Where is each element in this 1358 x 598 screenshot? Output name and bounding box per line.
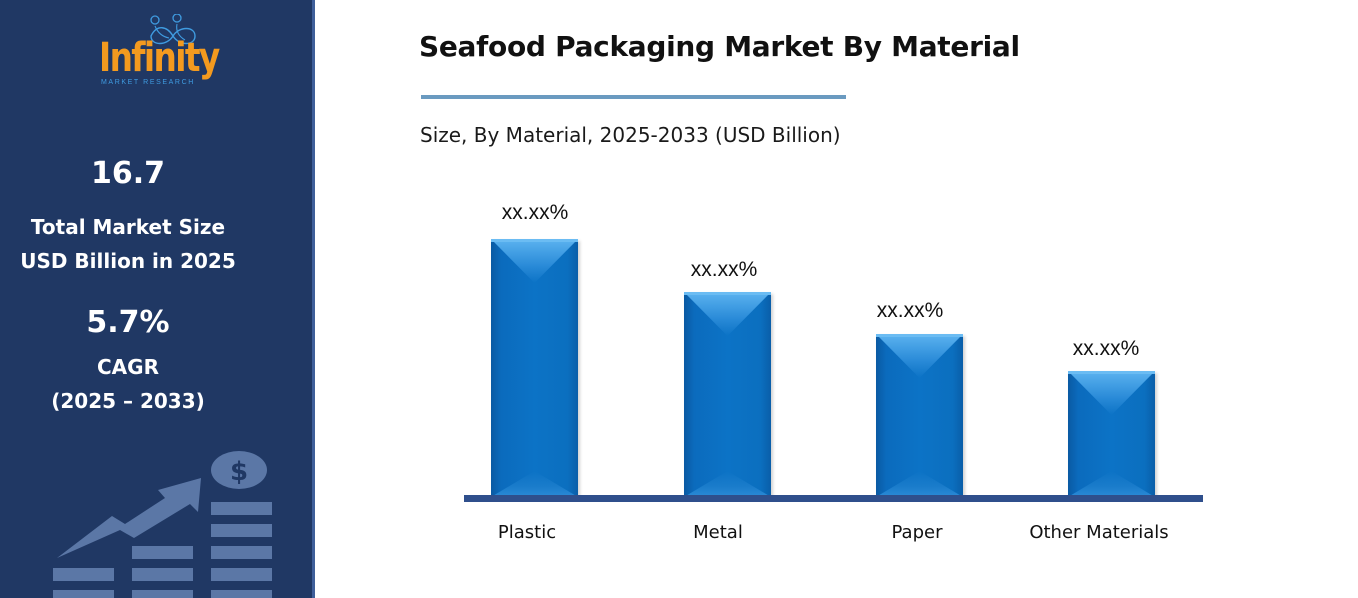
data-label-paper: xx.xx% [876,299,944,322]
cagr-value: 5.7% [0,305,256,340]
cagr-text: CAGR [97,355,159,379]
category-label-paper: Paper [891,522,943,543]
bar-bevel-top [1068,371,1155,415]
data-label-metal: xx.xx% [690,258,758,281]
cagr-label: CAGR (2025 – 2033) [0,350,256,418]
bar-top-edge [684,292,771,295]
market-size-label-line2: USD Billion in 2025 [20,249,236,273]
bar-metal[interactable] [684,292,771,497]
market-size-value: 16.7 [0,156,256,191]
growth-chart-dollar-icon: $ [53,451,272,598]
bar-other-materials[interactable] [1068,371,1155,497]
bar-plastic[interactable] [491,239,578,497]
category-label-other-materials: Other Materials [1029,522,1169,543]
bar-bevel-bottom [684,471,771,497]
bar-top-edge [876,334,963,337]
category-label-plastic: Plastic [497,522,557,543]
category-label-metal: Metal [693,522,743,543]
market-size-number: 16.7 [90,156,166,191]
bar-bevel-bottom [1068,471,1155,497]
cagr-period: (2025 – 2033) [51,389,205,413]
title-underline [421,95,846,99]
bar-bevel-top [684,292,771,336]
logo-tagline: MARKET RESEARCH [101,79,195,86]
logo-brand-text: Infinity [99,35,220,81]
bar-bevel-top [491,239,578,283]
sidebar-panel: Infinity MARKET RESEARCH 16.7 Total Mark… [0,0,312,598]
market-size-label: Total Market Size USD Billion in 2025 [0,210,256,278]
x-axis-line [464,495,1203,502]
svg-text:$: $ [230,457,248,487]
sidebar-divider [312,0,315,598]
bar-bevel-bottom [876,471,963,497]
market-size-label-line1: Total Market Size [30,215,226,239]
chart-title: Seafood Packaging Market By Material [419,30,1020,63]
data-label-other-materials: xx.xx% [1072,337,1140,360]
data-label-plastic: xx.xx% [501,201,569,224]
bar-bevel-top [876,334,963,378]
bar-top-edge [491,239,578,242]
cagr-number: 5.7% [86,305,170,340]
chart-subtitle: Size, By Material, 2025-2033 (USD Billio… [420,123,841,147]
company-logo: Infinity MARKET RESEARCH [95,12,235,92]
bar-bevel-bottom [491,471,578,497]
infinity-people-icon [150,14,196,45]
bar-top-edge [1068,371,1155,374]
bar-paper[interactable] [876,334,963,497]
